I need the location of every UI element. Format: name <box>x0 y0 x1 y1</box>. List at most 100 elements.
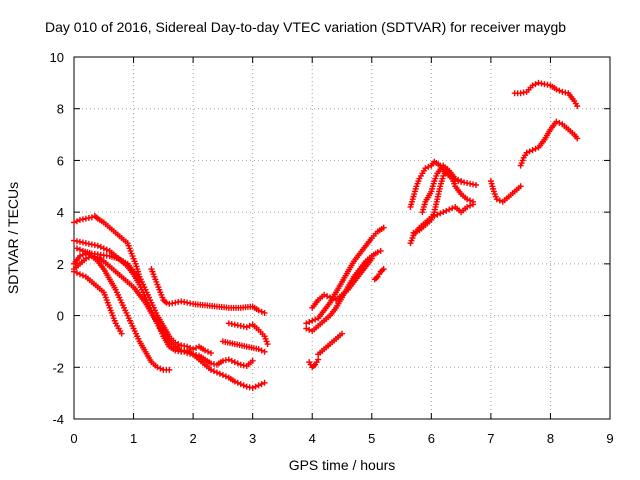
x-tick-label: 4 <box>309 431 316 446</box>
data-point <box>523 149 530 156</box>
series-arc16 <box>407 201 477 247</box>
data-point <box>205 348 211 355</box>
data-point <box>231 359 238 366</box>
data-point <box>97 244 104 251</box>
data-point <box>517 183 524 190</box>
data-point <box>258 381 265 388</box>
data-point <box>237 381 244 388</box>
data-point <box>118 330 125 337</box>
data-point <box>216 370 223 377</box>
data-point <box>249 357 256 364</box>
data-point <box>422 165 429 172</box>
data-point <box>163 299 170 306</box>
data-point <box>234 379 241 386</box>
data-point <box>321 291 328 298</box>
data-point <box>410 229 417 236</box>
data-point <box>553 118 560 125</box>
data-point <box>574 135 581 142</box>
x-tick-label: 8 <box>547 431 554 446</box>
data-point <box>425 163 432 170</box>
series-arc5 <box>71 250 173 373</box>
data-point <box>303 325 310 332</box>
data-point <box>261 309 268 316</box>
data-point <box>443 207 450 214</box>
data-point <box>553 86 560 93</box>
data-point <box>452 175 459 182</box>
series-arc14 <box>315 330 345 358</box>
series-arc12 <box>309 255 375 311</box>
y-tick-label: 2 <box>57 257 64 272</box>
data-point <box>556 119 563 126</box>
series-arc21 <box>517 118 581 169</box>
data-point <box>377 247 384 254</box>
series-arc18 <box>410 167 477 236</box>
data-point <box>100 245 107 252</box>
data-point <box>231 378 238 385</box>
plot-frame <box>73 56 611 420</box>
data-point <box>207 350 214 357</box>
data-point <box>261 379 268 386</box>
data-point <box>181 348 188 355</box>
data-point <box>574 103 581 110</box>
data-point <box>324 293 331 300</box>
data-point <box>76 271 83 278</box>
series-arc13 <box>306 356 322 371</box>
series-arc20 <box>487 178 524 205</box>
data-point <box>368 255 375 262</box>
data-point <box>532 81 539 88</box>
data-point <box>264 341 271 348</box>
series-arc22 <box>511 79 581 110</box>
data-point <box>225 356 232 363</box>
y-axis-label: SDTVAR / TECUs <box>5 182 21 294</box>
data-point <box>258 347 265 354</box>
data-point <box>219 372 226 379</box>
data-point <box>526 148 533 155</box>
data-point <box>190 346 197 353</box>
y-tick-label: -2 <box>52 360 64 375</box>
data-point <box>258 308 265 315</box>
data-point <box>207 366 214 373</box>
series-arc10 <box>303 224 387 327</box>
data-point <box>249 384 256 391</box>
data-point <box>374 249 381 256</box>
x-tick-label: 0 <box>70 431 77 446</box>
data-point <box>413 228 420 235</box>
x-tick-label: 2 <box>189 431 196 446</box>
data-point <box>157 365 164 372</box>
series-arc6 <box>73 245 143 283</box>
data-point <box>73 218 80 225</box>
data-point <box>529 147 536 154</box>
series-arc9 <box>219 338 268 355</box>
y-tick-label: 6 <box>57 153 64 168</box>
data-point <box>243 324 250 331</box>
data-point <box>222 373 229 380</box>
data-point <box>458 178 465 185</box>
data-point <box>532 145 539 152</box>
data-point <box>380 266 387 273</box>
y-tick-label: 8 <box>57 102 64 117</box>
x-axis-label: GPS time / hours <box>289 457 396 473</box>
series-arc15 <box>371 266 387 283</box>
y-tick-label: 10 <box>50 50 64 65</box>
data-point <box>467 197 474 204</box>
y-tick-label: 0 <box>57 309 64 324</box>
data-point <box>440 209 447 216</box>
data-point <box>455 176 462 183</box>
data-point <box>240 382 247 389</box>
x-tick-label: 9 <box>606 431 613 446</box>
data-point <box>103 246 110 253</box>
data-point <box>473 181 479 188</box>
data-point <box>327 294 334 301</box>
data-point <box>154 364 161 371</box>
data-point <box>234 360 241 367</box>
data-point <box>464 203 471 210</box>
data-point <box>136 276 143 283</box>
data-point <box>309 317 316 324</box>
data-point <box>213 369 220 376</box>
data-point <box>73 269 80 276</box>
data-point <box>73 245 80 252</box>
x-tick-label: 1 <box>130 431 137 446</box>
data-point <box>467 202 474 209</box>
data-layer <box>71 79 581 391</box>
x-tick-label: 5 <box>368 431 375 446</box>
